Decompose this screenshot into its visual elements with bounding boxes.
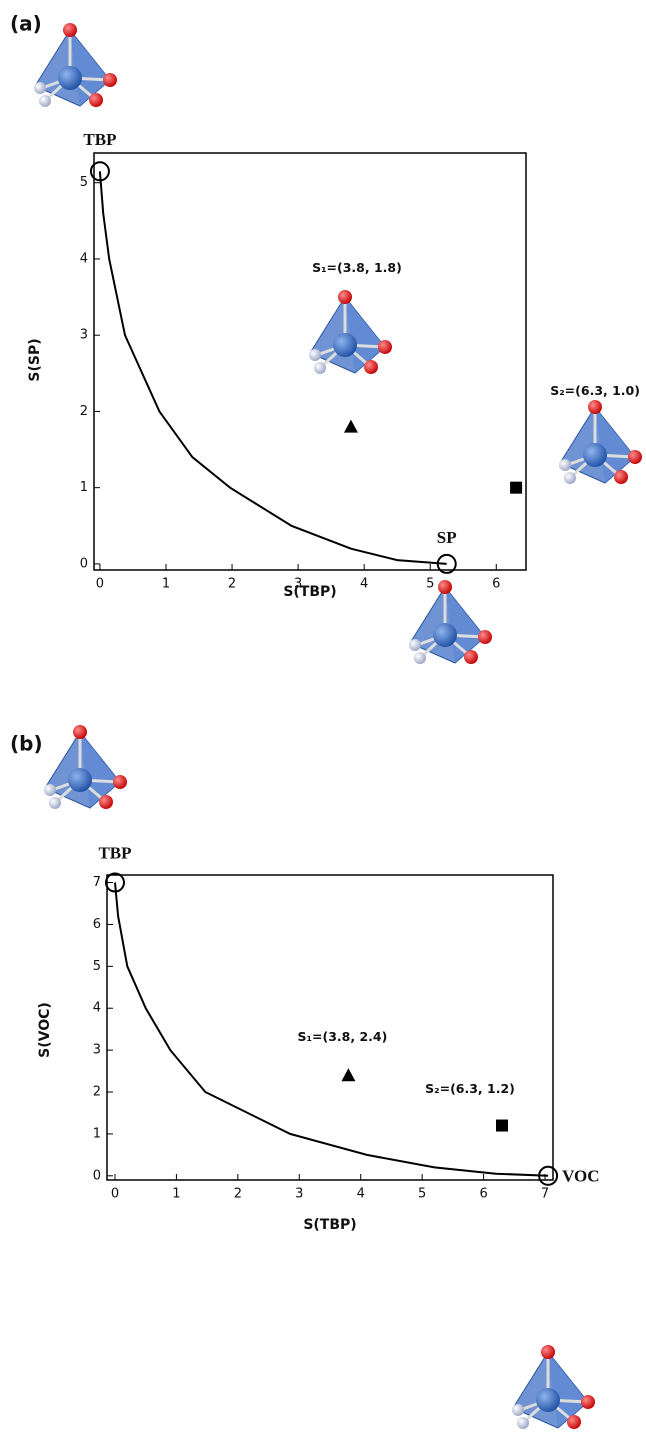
- reference-point: [89, 161, 110, 182]
- y-tick-label: 1: [93, 1126, 101, 1141]
- reference-point: [436, 553, 457, 574]
- y-tick-label: 4: [93, 1001, 101, 1016]
- triangle-point: [343, 419, 358, 433]
- reference-label: TBP: [98, 843, 131, 862]
- triangle-point: [341, 1068, 356, 1082]
- y-tick-label: 4: [80, 251, 88, 266]
- point-annotation: S₂=(6.3, 1.0): [550, 383, 640, 398]
- y-tick-label: 6: [93, 917, 101, 932]
- x-tick-label: 6: [492, 577, 500, 592]
- y-tick-label: 0: [93, 1168, 101, 1183]
- x-tick-label: 2: [234, 1187, 242, 1202]
- plot-frame: [93, 152, 527, 571]
- point-annotation: S₁=(3.8, 1.8): [312, 260, 402, 275]
- molecule-icon: [42, 723, 129, 811]
- molecule-icon: [32, 21, 119, 109]
- reference-point: [104, 872, 125, 893]
- x-tick-label: 0: [96, 577, 104, 592]
- panel-label: (a): [10, 12, 42, 36]
- x-tick-label: 4: [360, 577, 368, 592]
- x-tick-label: 3: [294, 577, 302, 592]
- molecule-icon: [307, 288, 394, 376]
- y-tick-label: 5: [80, 175, 88, 190]
- x-tick-label: 6: [479, 1187, 487, 1202]
- reference-label: VOC: [562, 1167, 599, 1186]
- x-tick-label: 5: [426, 577, 434, 592]
- reference-point: [538, 1165, 559, 1186]
- panel-label: (b): [10, 732, 43, 756]
- x-tick-label: 1: [172, 1187, 180, 1202]
- y-tick-label: 2: [93, 1085, 101, 1100]
- reference-label: SP: [437, 528, 457, 547]
- y-tick-label: 3: [80, 328, 88, 343]
- point-annotation: S₂=(6.3, 1.2): [425, 1081, 515, 1096]
- reference-label: TBP: [83, 130, 116, 149]
- square-point: [510, 481, 523, 494]
- x-tick-label: 0: [111, 1187, 119, 1202]
- y-tick-label: 7: [93, 875, 101, 890]
- point-annotation: S₁=(3.8, 2.4): [298, 1029, 388, 1044]
- molecule-icon: [557, 398, 644, 486]
- molecule-icon: [510, 1343, 597, 1431]
- plot-frame: [106, 874, 554, 1181]
- y-tick-label: 2: [80, 404, 88, 419]
- x-tick-label: 1: [162, 577, 170, 592]
- y-tick-label: 3: [93, 1043, 101, 1058]
- x-tick-label: 3: [295, 1187, 303, 1202]
- x-tick-label: 5: [418, 1187, 426, 1202]
- x-axis-label: S(TBP): [283, 584, 336, 600]
- square-point: [496, 1119, 509, 1132]
- path-curve: [98, 171, 447, 565]
- y-tick-label: 0: [80, 556, 88, 571]
- y-tick-label: 5: [93, 959, 101, 974]
- x-tick-label: 4: [357, 1187, 365, 1202]
- molecule-icon: [407, 578, 494, 666]
- y-tick-label: 1: [80, 480, 88, 495]
- x-axis-label: S(TBP): [303, 1217, 356, 1233]
- y-axis-label: S(SP): [27, 338, 43, 381]
- x-tick-label: 2: [228, 577, 236, 592]
- y-axis-label: S(VOC): [37, 1002, 53, 1058]
- path-curve: [114, 882, 549, 1177]
- x-tick-label: 7: [541, 1187, 549, 1202]
